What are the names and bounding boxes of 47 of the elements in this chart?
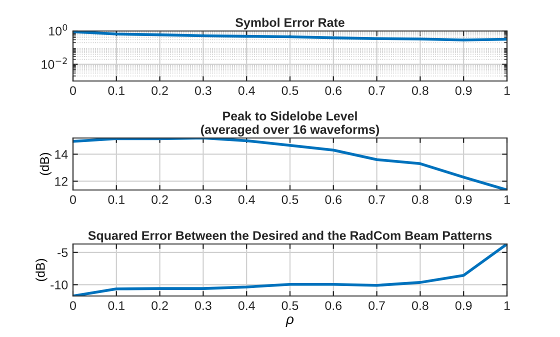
- x-tick-label: 0.2: [152, 86, 168, 96]
- x-tick-label: 0.9: [455, 301, 472, 310]
- x-tick-label: 0.3: [195, 195, 212, 204]
- x-tick-label: 1: [504, 301, 510, 310]
- y-tick-label: 10$^{0}$: [49, 24, 68, 36]
- y-tick-label: 10$^{−2}$: [42, 57, 67, 69]
- x-tick-label: 0.5: [282, 195, 298, 204]
- x-tick-label: 0: [70, 195, 76, 204]
- x-tick-label: 0.5: [282, 86, 298, 96]
- x-tick-label: 0.9: [455, 86, 472, 96]
- x-tick-label: 0.8: [412, 86, 428, 96]
- x-tick-label: 1: [504, 195, 510, 204]
- x-axis-title: ρ: [286, 316, 294, 327]
- x-tick-label: 0.1: [108, 195, 124, 204]
- x-tick-label: 0.4: [238, 301, 255, 310]
- x-tick-label: 0.3: [195, 86, 212, 96]
- x-tick-label: 0.6: [325, 86, 342, 96]
- y-axis-title: (dB): [40, 152, 52, 176]
- x-tick-label: 0.9: [455, 195, 472, 204]
- y-tick-label: 14: [55, 150, 68, 159]
- x-tick-label: 0.7: [368, 301, 385, 310]
- x-tick-label: 0.4: [238, 86, 255, 96]
- chart-title: Symbol Error Rate: [235, 18, 344, 30]
- x-tick-label: 0.7: [368, 195, 385, 204]
- x-tick-label: 0.6: [325, 301, 342, 310]
- y-axis-title: (dB): [36, 258, 48, 282]
- x-tick-label: 0.1: [108, 301, 124, 310]
- y-tick-label: -5: [58, 248, 68, 258]
- x-tick-label: 0.2: [152, 301, 168, 310]
- chart-title: Squared Error Between the Desired and the RadCom Beam Patterns: [88, 230, 492, 242]
- x-tick-label: 1: [504, 86, 510, 95]
- x-tick-label: 0.7: [368, 86, 385, 96]
- line-series: [73, 138, 507, 190]
- y-tick-label: 12: [55, 177, 68, 186]
- x-tick-label: 0.6: [325, 195, 342, 204]
- x-tick-label: 0: [70, 86, 76, 96]
- line-series: [73, 244, 507, 296]
- x-tick-label: 0.1: [108, 86, 124, 96]
- x-tick-label: 0.4: [238, 195, 255, 204]
- x-tick-label: 0.8: [412, 195, 428, 204]
- x-tick-label: 0.3: [195, 301, 212, 310]
- chart-title: Peak to Sidelobe Level (averaged over 16 waveforms): [201, 111, 380, 136]
- x-tick-label: 0.5: [282, 301, 298, 310]
- x-tick-label: 0.2: [152, 195, 168, 204]
- x-tick-label: 0.8: [412, 301, 428, 310]
- y-tick-label: -10: [50, 280, 68, 290]
- x-tick-label: 0: [70, 301, 76, 310]
